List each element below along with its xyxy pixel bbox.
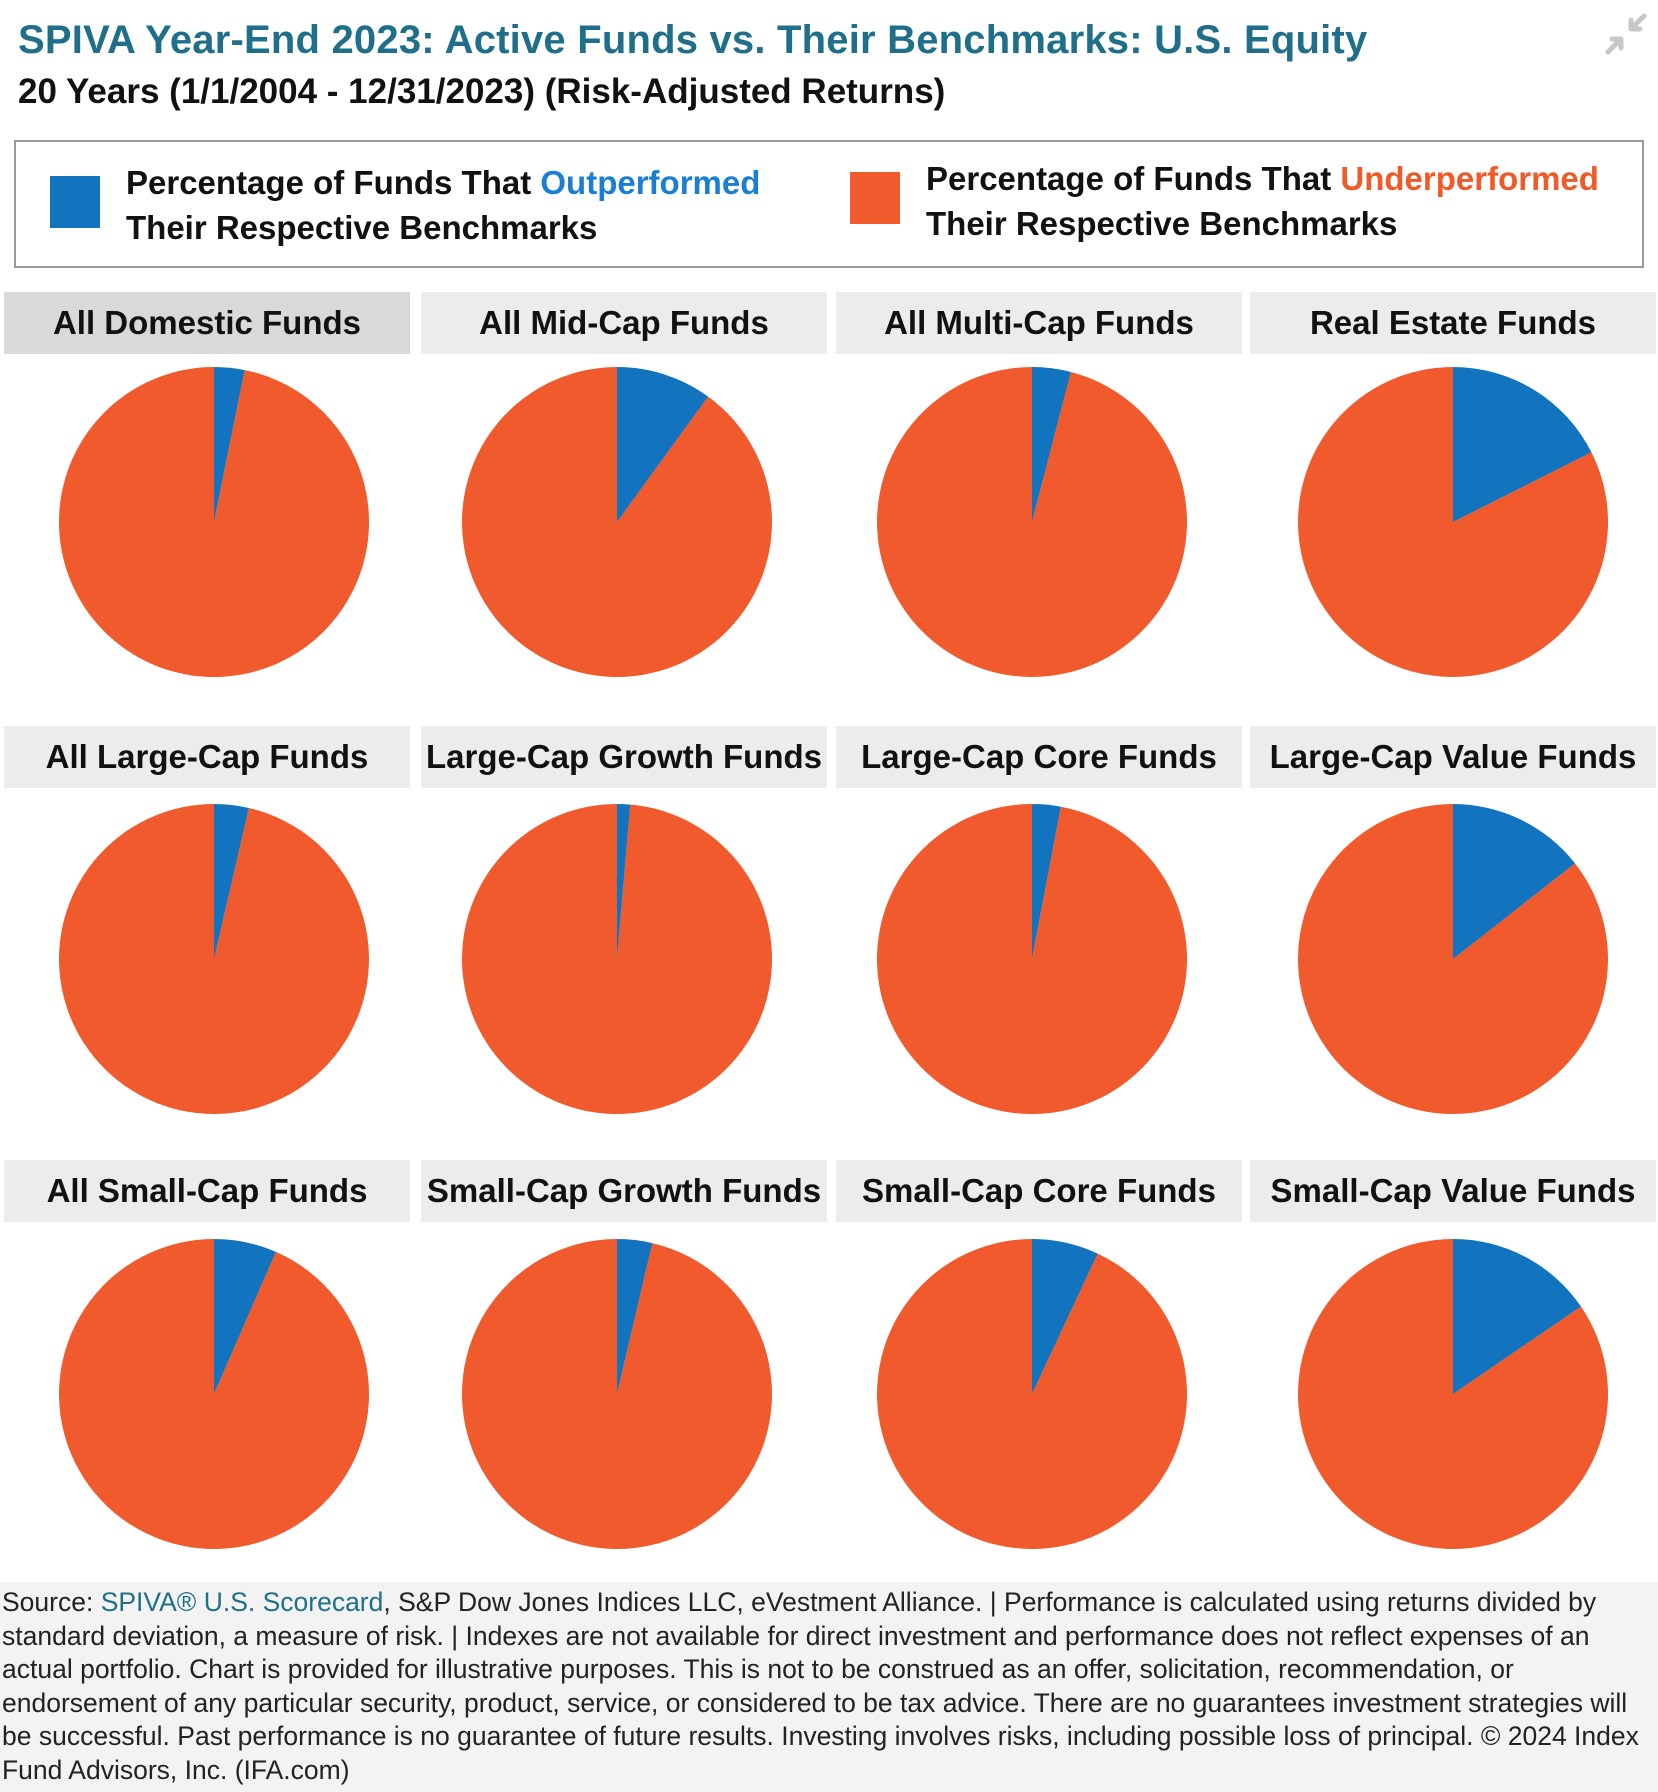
pie-slice-underperformed-all-mid-cap-funds xyxy=(461,367,772,677)
pie-charts xyxy=(58,367,1608,1549)
panel-title-all-multi-cap-funds[interactable]: All Multi-Cap Funds xyxy=(836,292,1242,354)
legend-swatch-underperformed xyxy=(850,172,900,224)
pie-slice-outperformed-all-domestic-funds xyxy=(214,367,245,522)
panel-title-small-cap-growth-funds[interactable]: Small-Cap Growth Funds xyxy=(421,1160,827,1222)
pie-slice-outperformed-all-multi-cap-funds xyxy=(1032,367,1071,522)
pie-slice-outperformed-all-mid-cap-funds xyxy=(617,367,709,522)
pie-slice-underperformed-small-cap-core-funds xyxy=(877,1239,1188,1549)
pie-slice-underperformed-all-large-cap-funds xyxy=(58,804,369,1114)
legend-suffix: Their Respective Benchmarks xyxy=(126,209,598,246)
footer-source-prefix: Source: xyxy=(2,1587,101,1617)
chart-subtitle: 20 Years (1/1/2004 - 12/31/2023) (Risk-A… xyxy=(18,72,946,111)
panel-title-large-cap-core-funds[interactable]: Large-Cap Core Funds xyxy=(836,726,1242,788)
panel-title-real-estate-funds[interactable]: Real Estate Funds xyxy=(1250,292,1656,354)
pie-slice-outperformed-small-cap-core-funds xyxy=(1032,1239,1098,1394)
pie-slice-outperformed-all-small-cap-funds xyxy=(214,1239,276,1394)
pie-slice-underperformed-small-cap-value-funds xyxy=(1297,1239,1608,1549)
pie-slice-underperformed-real-estate-funds xyxy=(1297,367,1608,678)
source-link[interactable]: SPIVA® U.S. Scorecard xyxy=(100,1587,384,1617)
pie-slice-outperformed-small-cap-growth-funds xyxy=(617,1239,653,1394)
panel-title-large-cap-value-funds[interactable]: Large-Cap Value Funds xyxy=(1250,726,1656,788)
pie-slice-underperformed-large-cap-growth-funds xyxy=(461,804,772,1114)
pie-slice-outperformed-small-cap-value-funds xyxy=(1453,1239,1581,1394)
panel-title-small-cap-value-funds[interactable]: Small-Cap Value Funds xyxy=(1250,1160,1656,1222)
pie-slice-underperformed-all-domestic-funds xyxy=(58,367,369,677)
pie-slice-outperformed-all-large-cap-funds xyxy=(214,804,249,959)
footer-source-text: , S&P Dow Jones Indices LLC, eVestment A… xyxy=(2,1587,1639,1785)
legend-label-outperformed: Percentage of Funds That Outperformed Th… xyxy=(126,160,886,250)
panel-title-all-mid-cap-funds[interactable]: All Mid-Cap Funds xyxy=(421,292,827,354)
panel-title-all-large-cap-funds[interactable]: All Large-Cap Funds xyxy=(4,726,410,788)
legend-suffix: Their Respective Benchmarks xyxy=(926,205,1398,242)
pie-slice-outperformed-large-cap-growth-funds xyxy=(617,804,631,959)
legend-prefix: Percentage of Funds That xyxy=(926,160,1341,197)
panel-title-small-cap-core-funds[interactable]: Small-Cap Core Funds xyxy=(836,1160,1242,1222)
chart-title: SPIVA Year-End 2023: Active Funds vs. Th… xyxy=(18,18,1368,62)
pie-slice-outperformed-large-cap-core-funds xyxy=(1032,804,1061,959)
legend-swatch-outperformed xyxy=(50,176,100,228)
panel-title-all-small-cap-funds[interactable]: All Small-Cap Funds xyxy=(4,1160,410,1222)
panel-title-large-cap-growth-funds[interactable]: Large-Cap Growth Funds xyxy=(421,726,827,788)
pie-slice-underperformed-small-cap-growth-funds xyxy=(462,1239,773,1549)
legend-label-underperformed: Percentage of Funds That Underperformed … xyxy=(926,156,1658,246)
pie-slice-outperformed-real-estate-funds xyxy=(1453,367,1592,522)
legend-highlight-underperformed: Underperformed xyxy=(1340,160,1599,197)
pie-slice-outperformed-large-cap-value-funds xyxy=(1453,804,1575,959)
legend-prefix: Percentage of Funds That xyxy=(126,164,541,201)
footer-disclaimer: Source: SPIVA® U.S. Scorecard, S&P Dow J… xyxy=(0,1582,1658,1792)
pie-slice-underperformed-all-small-cap-funds xyxy=(59,1239,370,1549)
panel-title-all-domestic-funds[interactable]: All Domestic Funds xyxy=(4,292,410,354)
collapse-arrows-icon[interactable] xyxy=(1604,12,1648,56)
legend: Percentage of Funds That Outperformed Th… xyxy=(14,140,1644,268)
pie-slice-underperformed-all-multi-cap-funds xyxy=(876,367,1187,677)
legend-highlight-outperformed: Outperformed xyxy=(540,164,761,201)
